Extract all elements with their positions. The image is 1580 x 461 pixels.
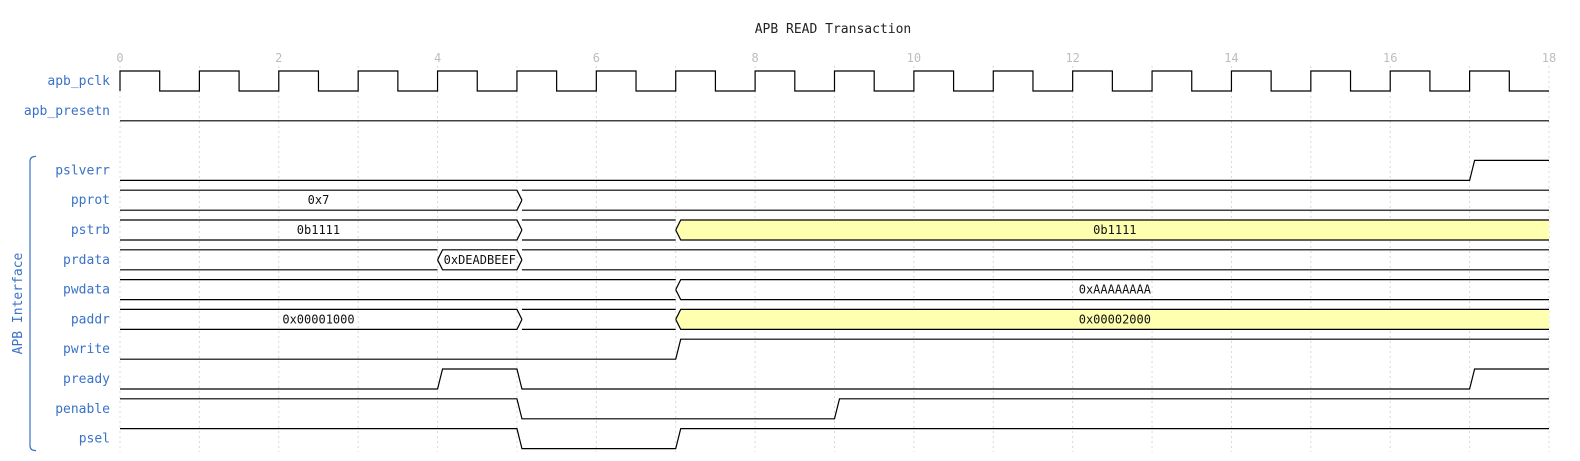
bus-value-label: 0xDEADBEEF bbox=[444, 253, 516, 267]
time-grid bbox=[119, 66, 1550, 452]
signal-waves: 0x7 0b1111 0b1111 0xDEADBEEF 0xAAAAAAAA 0x000… bbox=[119, 70, 1549, 450]
signal-row-psel bbox=[120, 428, 1549, 450]
time-tick-label: 8 bbox=[751, 51, 758, 65]
bus-value-label: 0x00002000 bbox=[1079, 312, 1151, 326]
bit-wave bbox=[120, 428, 1549, 450]
signal-row-pslverr bbox=[120, 159, 1549, 181]
bus-edge-top bbox=[120, 308, 523, 320]
signal-name-apb_presetn: apb_presetn bbox=[24, 104, 110, 119]
time-tick-label: 2 bbox=[275, 51, 282, 65]
bit-wave bbox=[120, 159, 1549, 181]
signal-row-prdata: 0xDEADBEEF bbox=[120, 249, 1549, 271]
bus-edge-bottom bbox=[120, 319, 523, 330]
bus-edge-bottom bbox=[675, 319, 1549, 330]
bus-highlight bbox=[675, 220, 1549, 240]
time-tick-label: 14 bbox=[1224, 51, 1238, 65]
time-tick-label: 10 bbox=[907, 51, 921, 65]
clock-wave bbox=[119, 70, 1549, 92]
bus-edge-bottom bbox=[437, 259, 523, 271]
signal-row-paddr: 0x00001000 0x00002000 bbox=[120, 308, 1549, 330]
time-tick-label: 6 bbox=[593, 51, 600, 65]
bus-edge-top bbox=[675, 219, 1549, 231]
signal-name-apb_pclk: apb_pclk bbox=[47, 74, 110, 89]
time-tick-label: 16 bbox=[1383, 51, 1397, 65]
bus-edge-bottom bbox=[120, 199, 523, 211]
signal-row-pprot: 0x7 bbox=[120, 189, 1549, 211]
bus-value-label: 0x7 bbox=[308, 193, 330, 207]
time-tick-label: 18 bbox=[1542, 51, 1556, 65]
time-tick-label: 4 bbox=[434, 51, 441, 65]
signal-row-pwrite bbox=[120, 338, 1549, 360]
bus-edge-top bbox=[675, 279, 1549, 290]
bus-edge-top bbox=[675, 308, 1549, 320]
group-bracket bbox=[29, 155, 37, 452]
signal-row-apb_pclk bbox=[119, 70, 1549, 92]
bus-edge-top bbox=[120, 219, 523, 231]
group-label: APB Interface bbox=[11, 252, 26, 354]
signal-name-pprot: pprot bbox=[71, 193, 110, 208]
bit-wave bbox=[120, 338, 1549, 360]
signal-name-paddr: paddr bbox=[71, 312, 110, 327]
bus-edge-top bbox=[437, 249, 523, 261]
bus-edge-top bbox=[120, 189, 523, 201]
signal-name-penable: penable bbox=[55, 402, 110, 417]
signal-name-pwdata: pwdata bbox=[63, 283, 110, 298]
signal-name-psel: psel bbox=[79, 432, 110, 447]
signal-row-penable bbox=[120, 398, 1549, 420]
signal-row-pwdata: 0xAAAAAAAA bbox=[120, 279, 1549, 301]
bit-wave bbox=[120, 368, 1549, 390]
bus-value-label: 0x00001000 bbox=[282, 312, 354, 326]
bit-wave bbox=[120, 398, 1549, 420]
time-axis: 0 2 4 6 8 10 12 14 16 18 bbox=[116, 51, 1556, 65]
bus-edge-bottom bbox=[675, 229, 1549, 241]
signal-name-prdata: prdata bbox=[63, 253, 110, 268]
signal-row-pstrb: 0b1111 0b1111 bbox=[120, 219, 1549, 241]
bus-value-label: 0b1111 bbox=[297, 223, 340, 237]
bus-highlight bbox=[675, 309, 1549, 330]
signal-name-pwrite: pwrite bbox=[63, 342, 110, 357]
signal-name-pslverr: pslverr bbox=[55, 163, 110, 178]
bus-edge-bottom bbox=[120, 229, 523, 241]
signal-group: APB Interface bbox=[11, 155, 37, 452]
signal-name-pready: pready bbox=[63, 372, 110, 387]
time-tick-label: 12 bbox=[1065, 51, 1079, 65]
diagram-title: APB READ Transaction bbox=[755, 22, 912, 37]
bus-value-label: 0xAAAAAAAA bbox=[1079, 283, 1152, 297]
bus-edge-bottom bbox=[675, 289, 1549, 301]
bus-value-label: 0b1111 bbox=[1093, 223, 1136, 237]
signal-name-pstrb: pstrb bbox=[71, 223, 110, 238]
time-tick-label: 0 bbox=[116, 51, 123, 65]
signal-row-pready bbox=[120, 368, 1549, 390]
